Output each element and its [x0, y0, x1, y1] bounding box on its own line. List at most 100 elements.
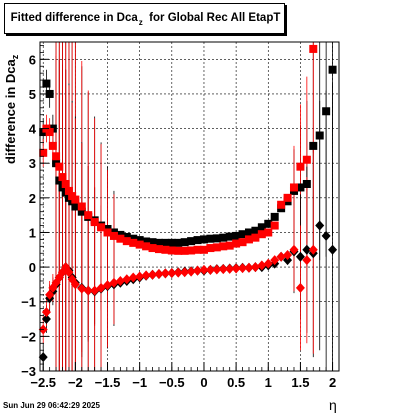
data-point-square: [283, 193, 292, 202]
data-point-square: [122, 237, 131, 246]
y-tick-label: 5: [29, 87, 36, 102]
y-tick-label: −1: [21, 295, 36, 310]
data-point-diamond: [244, 262, 254, 273]
data-point-diamond: [41, 307, 51, 318]
data-point-diamond: [122, 274, 132, 285]
y-tick-label: 0: [29, 260, 36, 275]
data-point-square: [109, 231, 118, 240]
data-point-square: [135, 240, 144, 249]
data-point-square: [289, 183, 298, 192]
x-tick-label: 1: [265, 375, 272, 390]
data-point-diamond: [115, 275, 125, 286]
data-point-square: [187, 237, 196, 246]
data-point-diamond: [231, 263, 241, 274]
x-axis-label: η: [329, 397, 337, 413]
data-point-square: [315, 131, 324, 140]
data-point-square: [42, 79, 51, 88]
data-point-square: [52, 152, 61, 161]
data-point-square: [55, 162, 64, 171]
data-point-diamond: [77, 283, 87, 294]
data-point-diamond: [238, 263, 248, 274]
x-tick-label: 1.5: [291, 375, 309, 390]
data-point-diamond: [283, 249, 293, 260]
x-tick-label: 0: [200, 375, 207, 390]
data-point-square: [71, 195, 80, 204]
data-point-square: [296, 162, 305, 171]
data-point-square: [187, 246, 196, 255]
data-point-diamond: [289, 244, 299, 255]
data-point-square: [45, 89, 54, 98]
data-point-diamond: [302, 244, 312, 255]
data-point-square: [232, 239, 241, 248]
x-tick-label: −1.5: [95, 375, 121, 390]
data-point-diamond: [218, 264, 228, 275]
axis-ticks: [40, 45, 334, 372]
data-point-square: [174, 246, 183, 255]
y-axis-label-subscript: z: [10, 54, 20, 60]
data-point-diamond: [58, 267, 68, 278]
data-point-square: [129, 238, 138, 247]
data-point-diamond: [193, 265, 203, 276]
data-point-square: [296, 183, 305, 192]
data-point-diamond: [186, 266, 196, 277]
timestamp: Sun Jun 29 06:42:29 2025: [3, 401, 100, 410]
data-point-diamond: [141, 270, 151, 281]
data-point-square: [199, 235, 208, 244]
data-point-diamond: [276, 251, 286, 262]
y-tick-label: 3: [29, 156, 36, 171]
data-point-diamond: [167, 267, 177, 278]
data-point-diamond: [199, 264, 209, 275]
x-tick-labels: −2.5 −2 −1.5 −1 −0.5 0 0.5 1 1.5 2: [30, 375, 336, 390]
data-point-square: [161, 245, 170, 254]
data-point-square: [122, 232, 131, 241]
x-tick-label: −2.5: [30, 375, 56, 390]
data-point-square: [309, 44, 318, 53]
data-point-diamond: [135, 271, 145, 282]
data-point-square: [309, 141, 318, 150]
data-point-square: [244, 228, 253, 237]
data-point-square: [97, 223, 106, 232]
data-point-diamond: [205, 264, 215, 275]
y-tick-label: −2: [21, 329, 36, 344]
data-point-square: [193, 245, 202, 254]
data-point-square: [277, 200, 286, 209]
chart-title-main: Fitted difference in Dca: [10, 12, 138, 24]
data-point-diamond: [270, 255, 280, 266]
data-point-diamond: [148, 269, 158, 280]
data-point-diamond: [160, 268, 170, 279]
data-point-square: [219, 242, 228, 251]
data-point-diamond: [308, 244, 318, 255]
data-point-square: [251, 226, 260, 235]
y-axis-label-main: difference in Dca: [3, 59, 18, 164]
data-point-square: [84, 211, 93, 220]
y-axis-label: difference in Dcaz: [3, 54, 20, 164]
data-point-square: [264, 228, 273, 237]
data-point-diamond: [283, 255, 293, 266]
plot-frame: [39, 41, 340, 372]
data-point-square: [116, 234, 125, 243]
data-point-square: [58, 173, 67, 182]
data-point-square: [77, 207, 86, 216]
data-point-square: [302, 179, 311, 188]
x-tick-label: −2: [68, 375, 83, 390]
data-point-square: [257, 230, 266, 239]
data-point-diamond: [70, 279, 80, 290]
y-tick-label: 2: [29, 191, 36, 206]
x-tick-label: 2: [329, 375, 336, 390]
data-point-diamond: [212, 264, 222, 275]
data-point-square: [302, 155, 311, 164]
data-point-square: [48, 141, 57, 150]
data-point-square: [270, 212, 279, 221]
data-point-square: [206, 234, 215, 243]
data-point-square: [251, 233, 260, 242]
data-point-square: [219, 233, 228, 242]
data-point-diamond: [41, 314, 51, 325]
chart-title-rest: for Global Rec All EtapT: [142, 12, 281, 24]
data-point-square: [328, 65, 337, 74]
data-point-square: [180, 238, 189, 247]
data-point-square: [45, 128, 54, 137]
data-point-square: [148, 244, 157, 253]
data-point-diamond: [154, 269, 164, 280]
data-point-square: [238, 238, 247, 247]
data-point-diamond: [83, 285, 93, 296]
